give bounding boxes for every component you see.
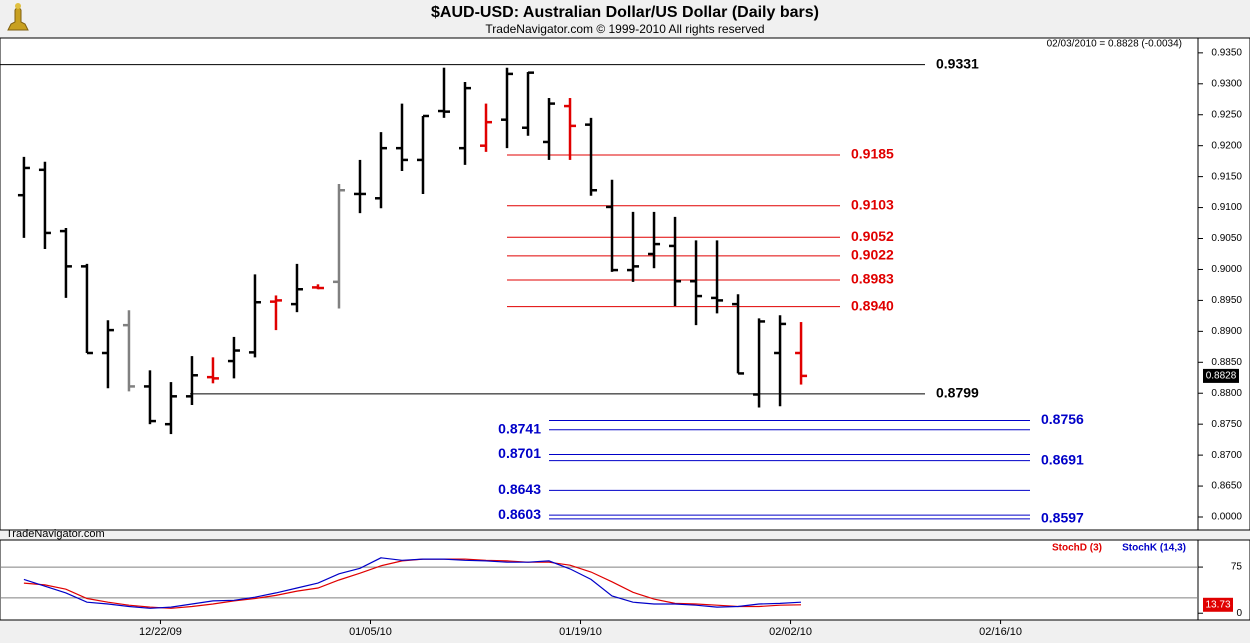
- stoch-line: [23, 557, 802, 609]
- y-tick-label: 0.9050: [1211, 233, 1242, 244]
- level-label: 0.8643: [498, 481, 541, 497]
- last-value-box: [1203, 597, 1233, 612]
- level-label: 0.9022: [851, 247, 894, 263]
- level-label: 0.9331: [936, 55, 979, 71]
- level-label: 0.8741: [498, 420, 541, 436]
- level-label: 0.9103: [851, 196, 894, 212]
- y-tick-label: 0.8800: [1211, 388, 1242, 399]
- x-tick-label: 01/05/10: [349, 626, 392, 638]
- logo: [7, 3, 29, 31]
- y-tick-label: 0.9250: [1211, 109, 1242, 120]
- level-label: 0.8701: [498, 445, 541, 461]
- level-label: 0.9052: [851, 228, 894, 244]
- watermark: TradeNavigator.com: [6, 528, 105, 540]
- y-tick-label: 0.0000: [1211, 512, 1242, 523]
- level-label: 0.8799: [936, 385, 979, 401]
- y-tick-label: 0.9000: [1211, 264, 1242, 275]
- y-tick-label: 0.9350: [1211, 47, 1242, 58]
- level-label: 0.8597: [1041, 510, 1084, 526]
- price-panel: [0, 37, 1199, 531]
- y-tick-label: 0: [1236, 608, 1242, 619]
- y-tick-label: 0.9200: [1211, 140, 1242, 151]
- x-tick-label: 02/02/10: [769, 626, 812, 638]
- y-tick-label: 0.8650: [1211, 481, 1242, 492]
- level-label: 0.8983: [851, 271, 894, 287]
- chart-title: $AUD-USD: Australian Dollar/US Dollar (D…: [431, 4, 819, 21]
- x-tick-label: 01/19/10: [559, 626, 602, 638]
- y-tick-label: 0.8850: [1211, 357, 1242, 368]
- y-tick-label: 0.8750: [1211, 419, 1242, 430]
- y-tick-label: 0.8950: [1211, 295, 1242, 306]
- y-tick-label: 75: [1231, 562, 1243, 573]
- y-tick-label: 0.9100: [1211, 202, 1242, 213]
- price-info: 02/03/2010 = 0.8828 (-0.0034): [1047, 39, 1182, 50]
- x-tick-label: 02/16/10: [979, 626, 1022, 638]
- level-label: 0.8756: [1041, 411, 1084, 427]
- level-label: 0.9185: [851, 146, 894, 162]
- y-tick-label: 0.8900: [1211, 326, 1242, 337]
- price-axis-panel: [1197, 37, 1250, 531]
- last-value-label: 13.73: [1205, 599, 1230, 610]
- y-tick-label: 0.8700: [1211, 450, 1242, 461]
- x-tick-label: 12/22/09: [139, 626, 182, 638]
- y-tick-label: 0.9150: [1211, 171, 1242, 182]
- legend-entry: StochD (3): [1052, 543, 1102, 554]
- y-tick-label: 0.9300: [1211, 78, 1242, 89]
- chart-subtitle: TradeNavigator.com © 1999-2010 All right…: [485, 22, 764, 36]
- level-label: 0.8940: [851, 297, 894, 313]
- level-label: 0.8603: [498, 506, 541, 522]
- last-price-box: [1203, 368, 1239, 383]
- last-price-label: 0.8828: [1206, 371, 1237, 382]
- level-label: 0.8691: [1041, 451, 1084, 467]
- legend-entry: StochK (14,3): [1122, 543, 1186, 554]
